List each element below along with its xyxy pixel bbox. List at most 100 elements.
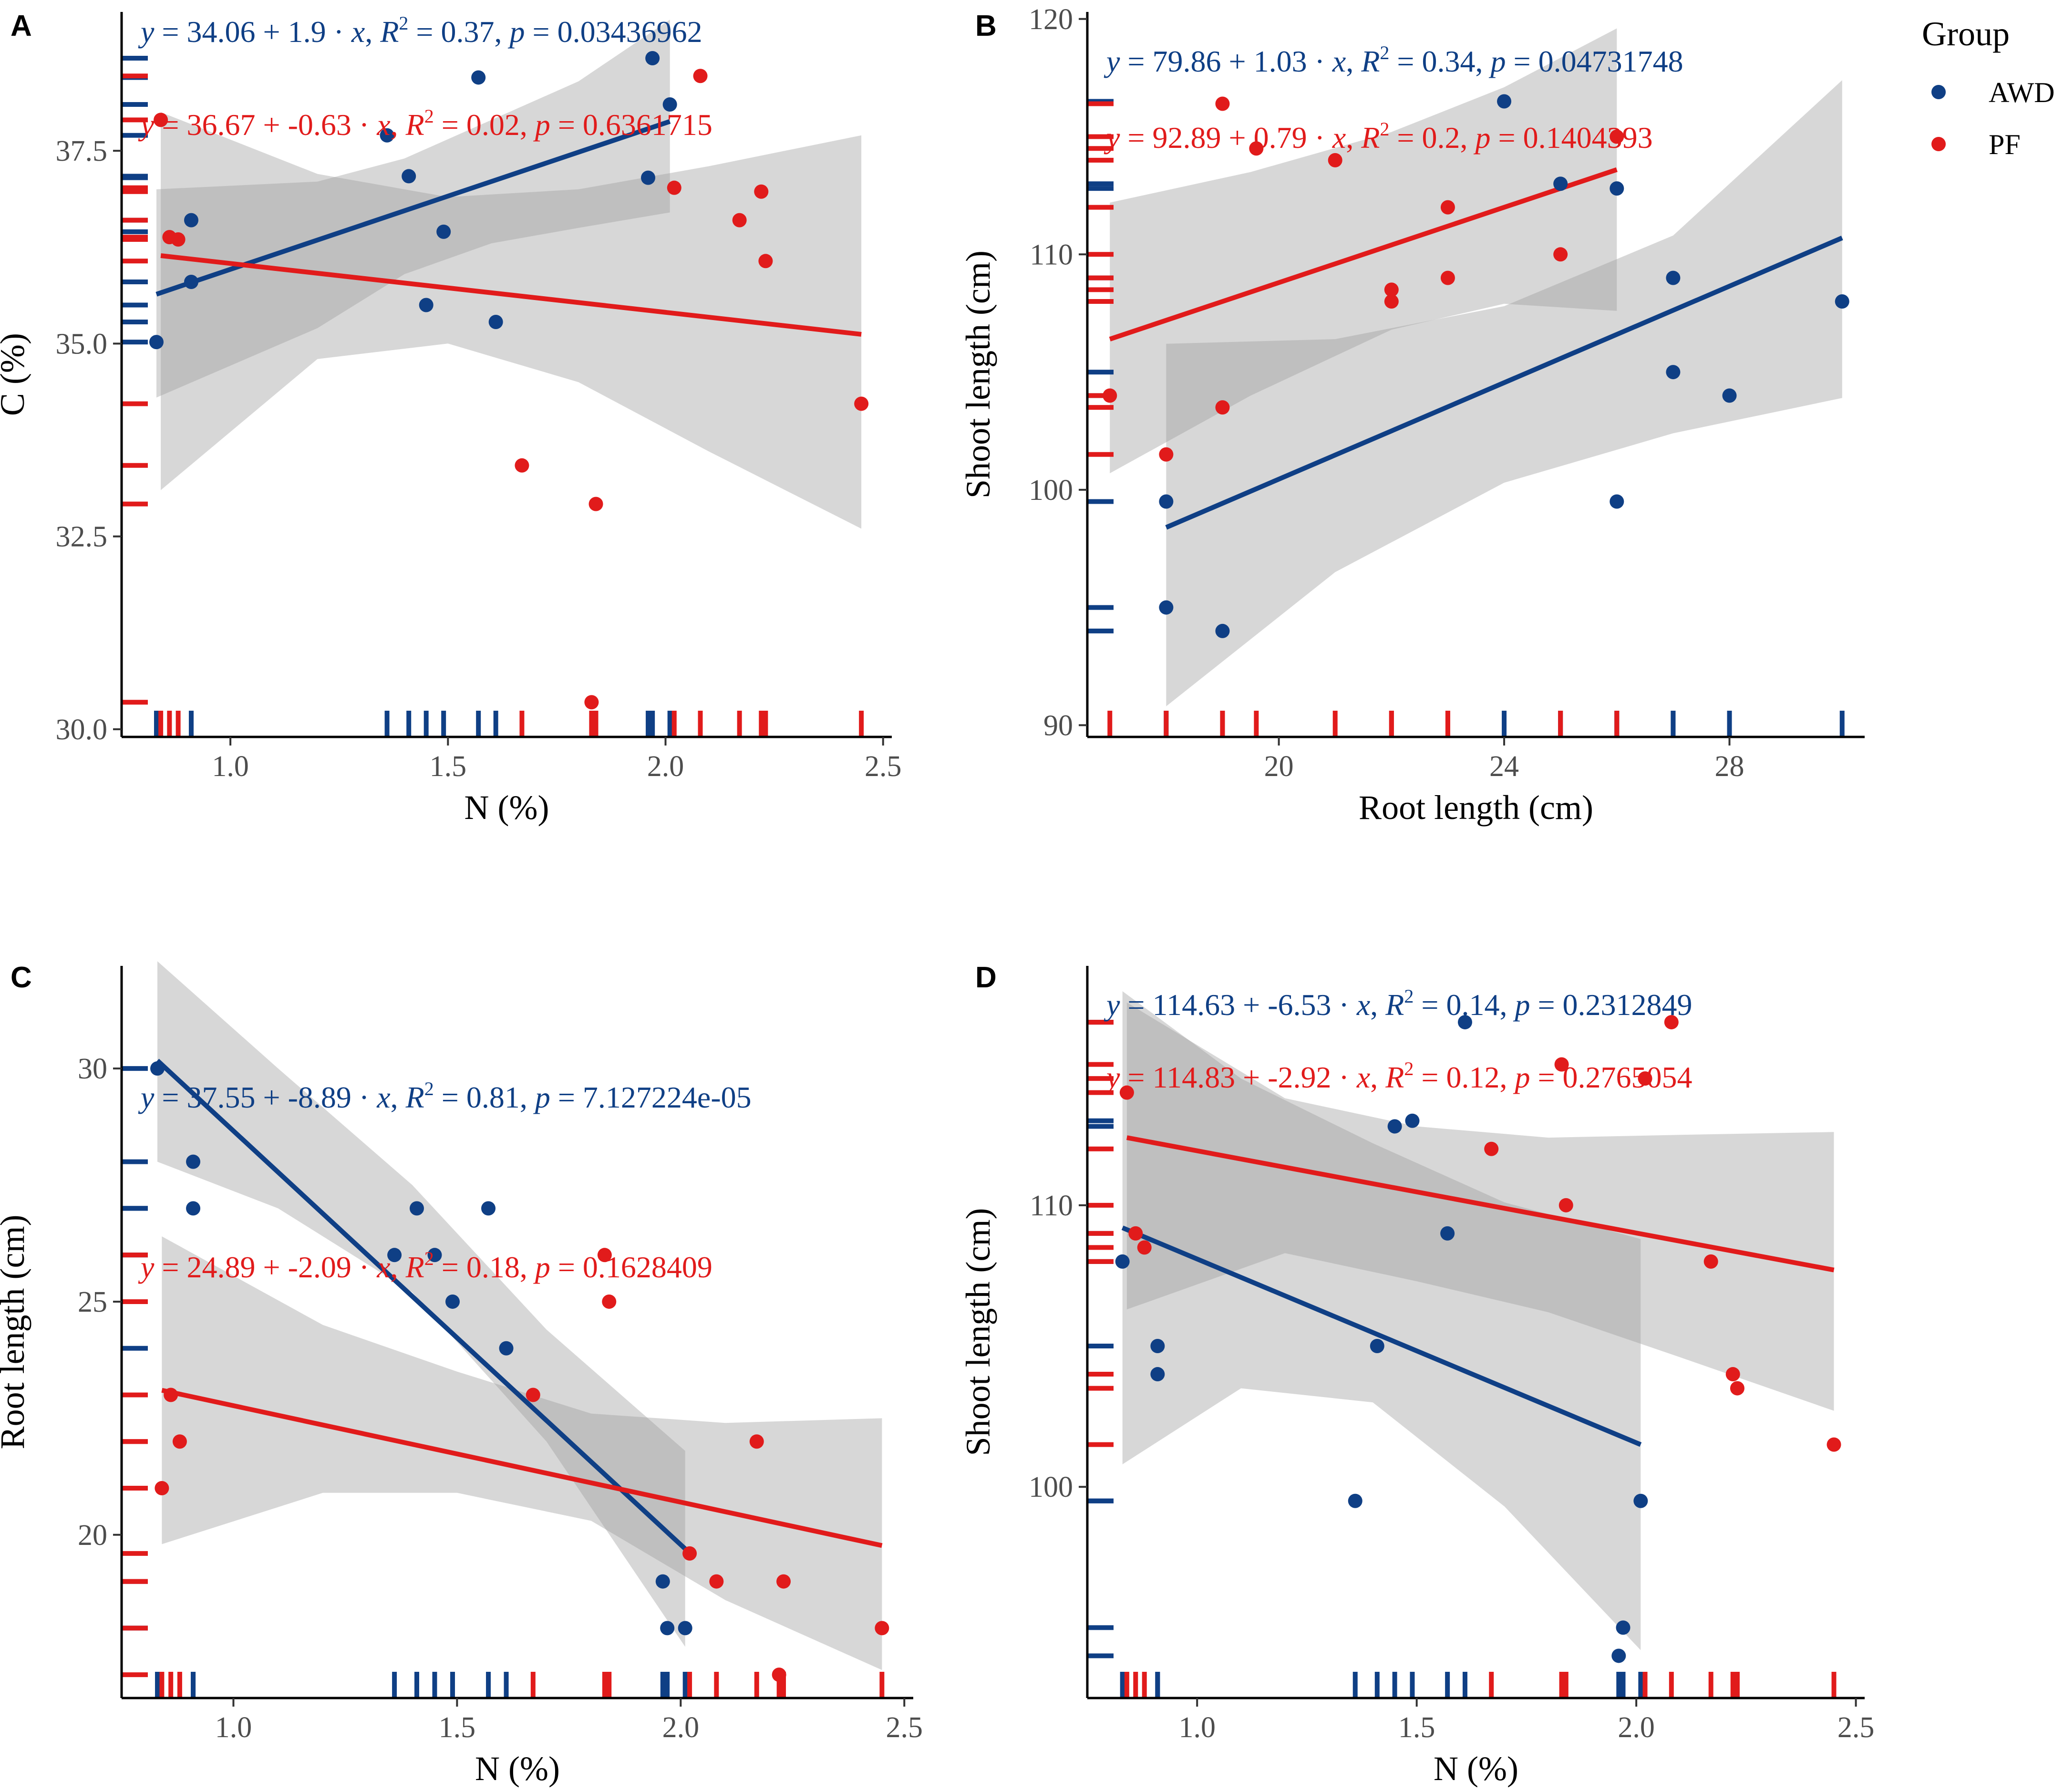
point-pf bbox=[597, 1248, 612, 1263]
point-awd bbox=[419, 298, 433, 312]
x-tick-label: 20 bbox=[1264, 750, 1294, 783]
point-awd bbox=[1159, 494, 1174, 509]
y-tick-label: 120 bbox=[1029, 3, 1073, 36]
equation-value: 1.9 bbox=[288, 15, 326, 49]
confidence-band-awd bbox=[1166, 80, 1842, 706]
point-pf bbox=[584, 695, 599, 710]
x-tick-label: 1.5 bbox=[430, 750, 467, 783]
x-tick-label: 2.0 bbox=[662, 1711, 700, 1744]
y-tick-label: 25 bbox=[78, 1286, 107, 1318]
point-pf bbox=[709, 1574, 724, 1589]
legend-key-pf bbox=[1931, 137, 1946, 151]
x-tick-label: 24 bbox=[1489, 750, 1519, 783]
y-axis-title: C (%) bbox=[0, 333, 31, 416]
point-pf bbox=[172, 1434, 187, 1449]
equation-value: 0.79 bbox=[1254, 121, 1307, 155]
point-pf bbox=[154, 113, 168, 127]
point-awd bbox=[1115, 1254, 1130, 1269]
x-tick-label: 2.5 bbox=[886, 1711, 923, 1744]
legend-title: Group bbox=[1922, 15, 2010, 53]
point-awd bbox=[662, 97, 677, 112]
fit-line-awd bbox=[155, 1058, 687, 1551]
x-tick-label: 1.5 bbox=[439, 1711, 476, 1744]
y-tick-label: 32.5 bbox=[56, 521, 108, 553]
point-pf bbox=[732, 213, 747, 228]
panel-A: 1.0 1.5 2.0 2.5 30.0 32.5 35.0 37.5 N (%) C (%) Ay… bbox=[0, 10, 902, 827]
x-tick-label: 1.0 bbox=[1178, 1711, 1216, 1744]
x-axis-title: Root length (cm) bbox=[1359, 788, 1593, 827]
point-awd bbox=[184, 274, 198, 289]
point-awd bbox=[150, 1061, 165, 1076]
point-pf bbox=[1558, 1198, 1573, 1212]
equation-value: 0.2 bbox=[1422, 121, 1460, 155]
point-awd bbox=[427, 1248, 442, 1263]
point-pf bbox=[693, 69, 708, 83]
point-awd bbox=[1348, 1493, 1362, 1508]
point-awd bbox=[436, 224, 451, 239]
point-pf bbox=[1215, 400, 1230, 415]
point-awd bbox=[655, 1574, 670, 1589]
x-tick-label: 2.0 bbox=[647, 750, 684, 783]
point-pf bbox=[515, 458, 529, 473]
point-awd bbox=[445, 1294, 460, 1309]
equation-value: 37.55 bbox=[187, 1080, 256, 1114]
point-pf bbox=[1103, 388, 1117, 403]
x-axis-title: N (%) bbox=[1434, 1750, 1518, 1788]
point-awd bbox=[1457, 1015, 1472, 1030]
panel-letter: B bbox=[975, 10, 997, 42]
x-tick-label: 1.0 bbox=[215, 1711, 252, 1744]
point-awd bbox=[387, 1248, 402, 1263]
point-pf bbox=[754, 184, 769, 199]
point-awd bbox=[678, 1621, 692, 1636]
point-pf bbox=[155, 1481, 169, 1496]
point-awd bbox=[1387, 1119, 1402, 1134]
point-awd bbox=[186, 1201, 201, 1216]
equation-value: 79.86 bbox=[1153, 44, 1221, 78]
point-awd bbox=[1440, 1226, 1455, 1241]
panel-letter: C bbox=[10, 961, 32, 994]
x-axis-title: N (%) bbox=[475, 1750, 560, 1788]
point-awd bbox=[1610, 181, 1624, 196]
regression-equation-pf: y = 92.89 + 0.79 · x, R2 = 0.2, p = 0.14… bbox=[1104, 118, 1653, 155]
point-pf bbox=[1440, 270, 1455, 285]
point-pf bbox=[1664, 1015, 1679, 1030]
y-tick-label: 30.0 bbox=[56, 714, 108, 746]
point-awd bbox=[184, 213, 198, 228]
point-pf bbox=[776, 1574, 791, 1589]
panel-letter: A bbox=[10, 10, 32, 42]
point-awd bbox=[1610, 494, 1624, 509]
point-pf bbox=[1610, 129, 1624, 144]
y-tick-label: 37.5 bbox=[56, 135, 108, 167]
equation-value: 0.34 bbox=[1422, 44, 1476, 78]
equation-value: -0.63 bbox=[288, 108, 351, 142]
equation-value: 0.02 bbox=[466, 108, 520, 142]
point-pf bbox=[1128, 1226, 1143, 1241]
confidence-band-pf bbox=[1126, 1002, 1834, 1411]
point-awd bbox=[402, 169, 416, 184]
point-awd bbox=[1553, 176, 1568, 191]
equation-value: -2.92 bbox=[1268, 1060, 1331, 1094]
y-tick-label: 90 bbox=[1043, 709, 1073, 742]
regression-equation-pf: y = 114.83 + -2.92 · x, R2 = 0.12, p = 0… bbox=[1104, 1058, 1692, 1094]
point-awd bbox=[471, 70, 486, 85]
point-pf bbox=[1137, 1240, 1152, 1255]
legend-key-awd bbox=[1931, 85, 1946, 99]
point-pf bbox=[1440, 200, 1455, 215]
point-awd bbox=[149, 335, 164, 350]
equation-value: 34.06 bbox=[187, 15, 256, 49]
x-tick-label: 2.5 bbox=[865, 750, 902, 783]
point-awd bbox=[409, 1201, 424, 1216]
point-pf bbox=[1827, 1437, 1841, 1452]
point-pf bbox=[602, 1294, 617, 1309]
point-pf bbox=[1249, 141, 1264, 156]
point-awd bbox=[1405, 1113, 1420, 1128]
panel-C: 1.0 1.5 2.0 2.5 20 25 30 N (%) Root length (cm) C… bbox=[0, 961, 923, 1788]
point-pf bbox=[1384, 282, 1399, 297]
equation-value: 0.81 bbox=[466, 1080, 520, 1114]
point-awd bbox=[1835, 294, 1849, 309]
legend-label-awd: AWD bbox=[1989, 77, 2055, 108]
fit-line-pf bbox=[1126, 1135, 1835, 1273]
regression-equation-pf: y = 36.67 + -0.63 · x, R2 = 0.02, p = 0.… bbox=[138, 105, 712, 142]
point-pf bbox=[854, 396, 869, 411]
